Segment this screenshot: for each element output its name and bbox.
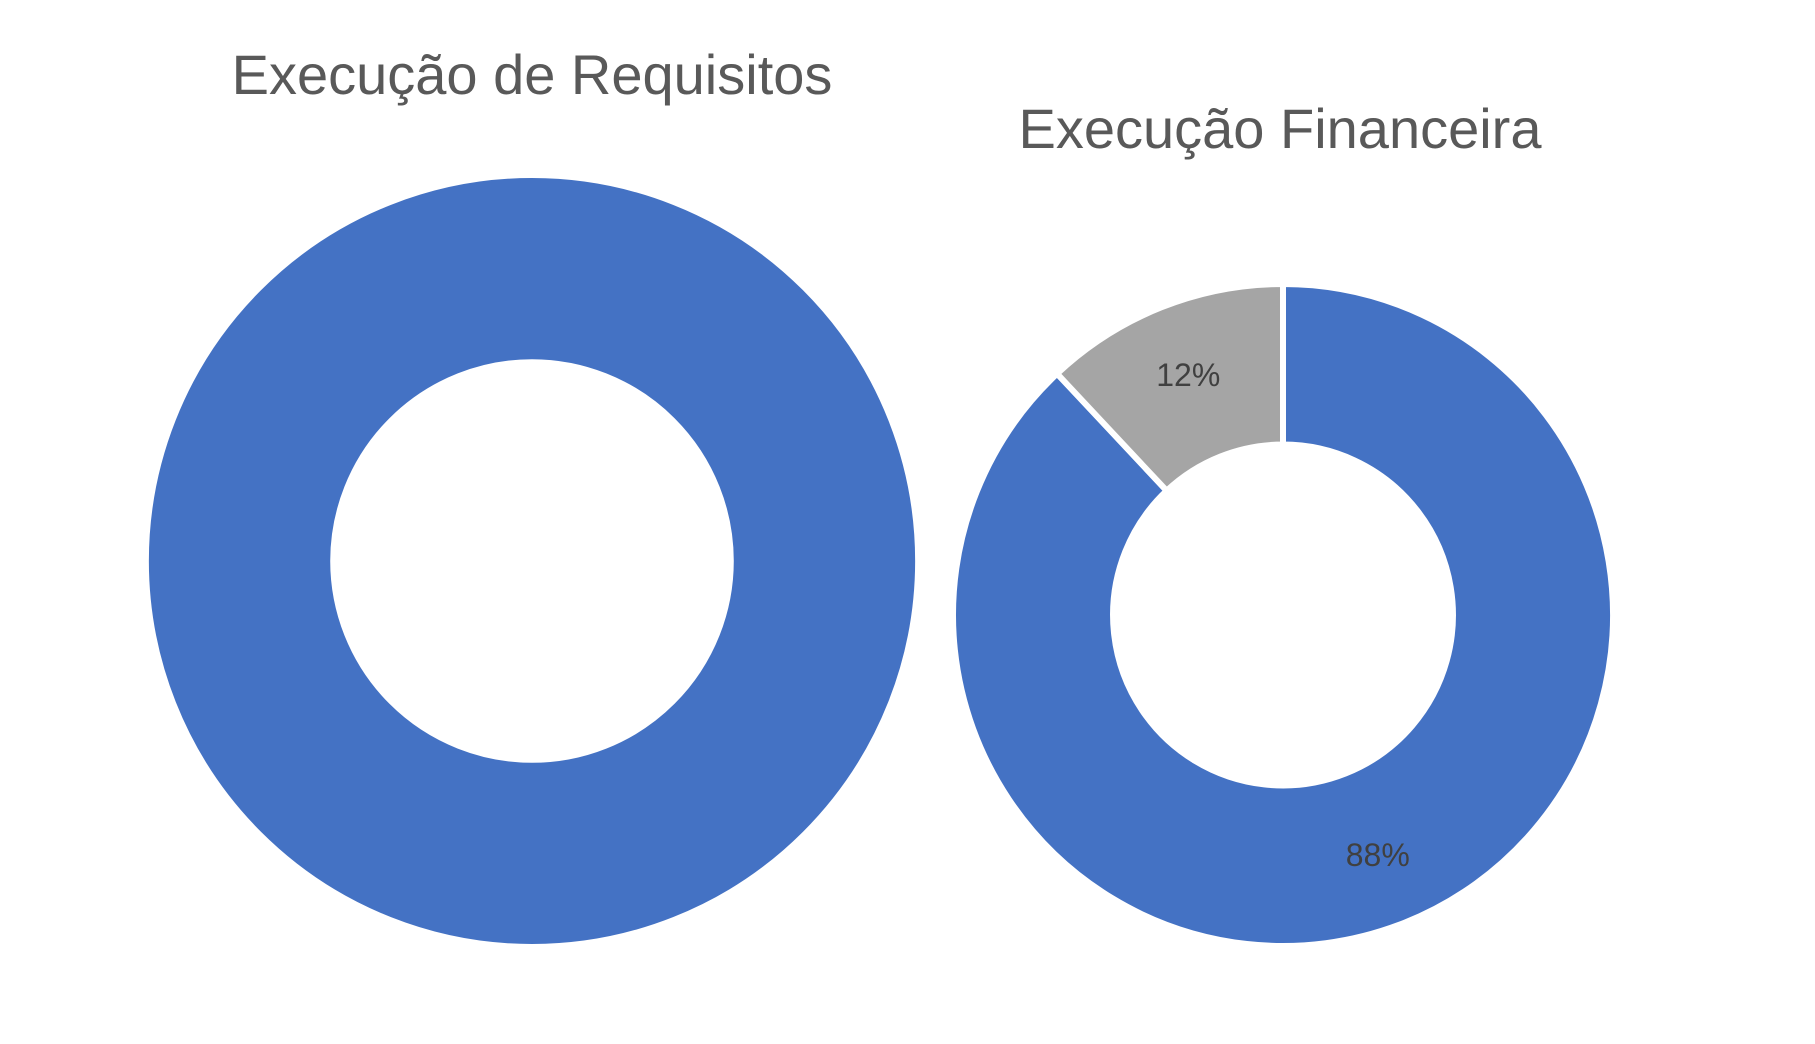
data-label-financeira-1: 12% [1156, 357, 1220, 393]
donut-slice-financeira-0 [950, 280, 1616, 949]
chart-title-financeira: Execução Financeira [1019, 97, 1543, 160]
chart-title-requisitos: Execução de Requisitos [232, 43, 833, 106]
donut-chart-requisitos: Execução de Requisitos [143, 43, 921, 951]
data-label-financeira-0: 88% [1346, 837, 1410, 873]
donut-slices-financeira: 88% 12% [950, 280, 1616, 949]
donut-slice-financeira-1 [1052, 280, 1286, 495]
donut-slice-requisitos-0 [143, 171, 921, 951]
donut-chart-financeira: Execução Financeira 88% 12% [950, 97, 1616, 949]
donut-slices-requisitos [143, 171, 921, 951]
